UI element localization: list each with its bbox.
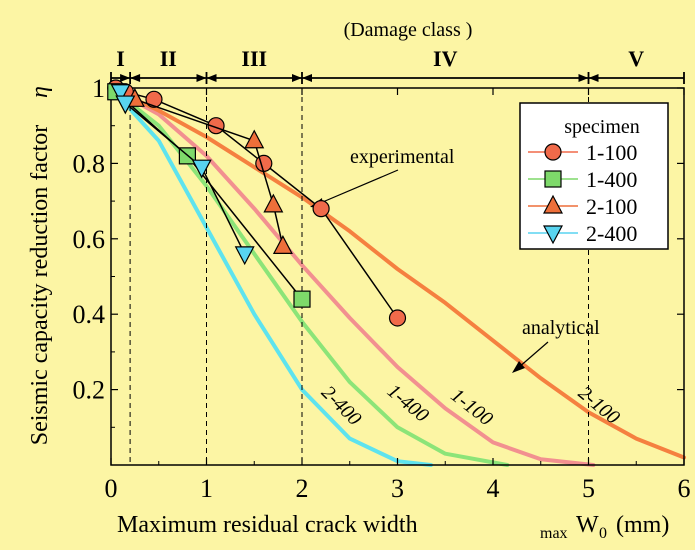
legend-marker-1-100 bbox=[544, 143, 562, 161]
y-tick-label: 1 bbox=[92, 74, 105, 103]
analytical-curve-2-400 bbox=[109, 86, 433, 467]
legend-label-1-400: 1-400 bbox=[586, 167, 637, 192]
analytical-arrowhead bbox=[512, 361, 525, 373]
y-tick-label: 0.4 bbox=[73, 300, 106, 329]
legend-label-2-400: 2-400 bbox=[586, 221, 637, 246]
data-point-2-400 bbox=[115, 95, 136, 115]
data-point-2-100 bbox=[272, 235, 293, 254]
legend-marker-1-400 bbox=[544, 170, 562, 188]
damage-class-arrow-right bbox=[120, 74, 131, 82]
legend-label-1-100: 1-100 bbox=[586, 140, 637, 165]
x-axis-unit-end: (mm) bbox=[616, 512, 669, 538]
damage-class-arrow-right bbox=[292, 74, 302, 82]
legend-marker-2-400 bbox=[543, 225, 563, 245]
data-point-1-100 bbox=[388, 309, 407, 327]
data-point-2-400 bbox=[110, 84, 131, 104]
legend-label-2-100: 2-100 bbox=[586, 194, 637, 219]
x-tick-label: 6 bbox=[678, 474, 691, 503]
x-axis-unit-sub: max bbox=[540, 525, 568, 542]
damage-class-arrow-left bbox=[588, 74, 599, 82]
damage-class-arrow-left bbox=[302, 74, 312, 82]
series-line-1-100 bbox=[115, 87, 399, 319]
data-point-2-100 bbox=[263, 193, 284, 213]
x-axis-unit-main: W bbox=[576, 512, 599, 538]
damage-class-label-IV: IV bbox=[433, 46, 458, 71]
data-point-1-400 bbox=[293, 290, 311, 308]
analytical-curve-1-100 bbox=[109, 86, 596, 467]
x-tick-label: 0 bbox=[105, 474, 118, 503]
damage-class-label-I: I bbox=[116, 46, 125, 71]
x-axis-title: Maximum residual crack width bbox=[117, 512, 418, 538]
data-point-2-100 bbox=[244, 129, 265, 149]
y-tick-label: 0.8 bbox=[73, 149, 106, 178]
damage-class-arrow-left bbox=[130, 74, 141, 82]
damage-class-arrow-right bbox=[578, 74, 589, 82]
experimental-annotation: experimental bbox=[350, 146, 455, 168]
y-tick-label: 0.6 bbox=[73, 225, 106, 254]
data-point-1-100 bbox=[145, 90, 163, 108]
x-tick-label: 2 bbox=[296, 474, 309, 503]
damage-class-arrow-left bbox=[206, 74, 217, 82]
damage-class-label-V: V bbox=[628, 46, 644, 71]
analytical-curve-1-400 bbox=[109, 86, 510, 467]
damage-class-label-II: II bbox=[160, 46, 177, 71]
data-point-2-400 bbox=[234, 246, 255, 266]
y-axis-symbol: η bbox=[27, 86, 53, 98]
series-line-2-100 bbox=[134, 98, 284, 247]
data-point-1-100 bbox=[312, 200, 330, 218]
x-tick-label: 1 bbox=[200, 474, 213, 503]
x-tick-label: 4 bbox=[487, 474, 500, 503]
data-point-1-100 bbox=[255, 154, 273, 172]
analytical-annotation: analytical bbox=[522, 317, 600, 339]
data-point-2-400 bbox=[191, 159, 212, 179]
damage-class-title: (Damage class ) bbox=[344, 19, 473, 41]
damage-class-label-III: III bbox=[241, 46, 267, 71]
curve-label-1-100: 1-100 bbox=[447, 384, 497, 430]
x-tick-label: 5 bbox=[582, 474, 595, 503]
legend-title: specimen bbox=[564, 116, 640, 138]
y-tick-label: 0.2 bbox=[73, 376, 106, 405]
experimental-arrow bbox=[317, 169, 399, 205]
analytical-arrow bbox=[517, 341, 549, 369]
x-axis-unit-subscript: 0 bbox=[599, 525, 607, 542]
legend-marker-2-100 bbox=[543, 194, 563, 214]
data-point-1-100 bbox=[207, 117, 225, 135]
y-axis-title: Seismic capacity reduction factor bbox=[27, 125, 53, 446]
x-tick-label: 3 bbox=[391, 474, 404, 503]
damage-class-arrow-right bbox=[196, 74, 207, 82]
